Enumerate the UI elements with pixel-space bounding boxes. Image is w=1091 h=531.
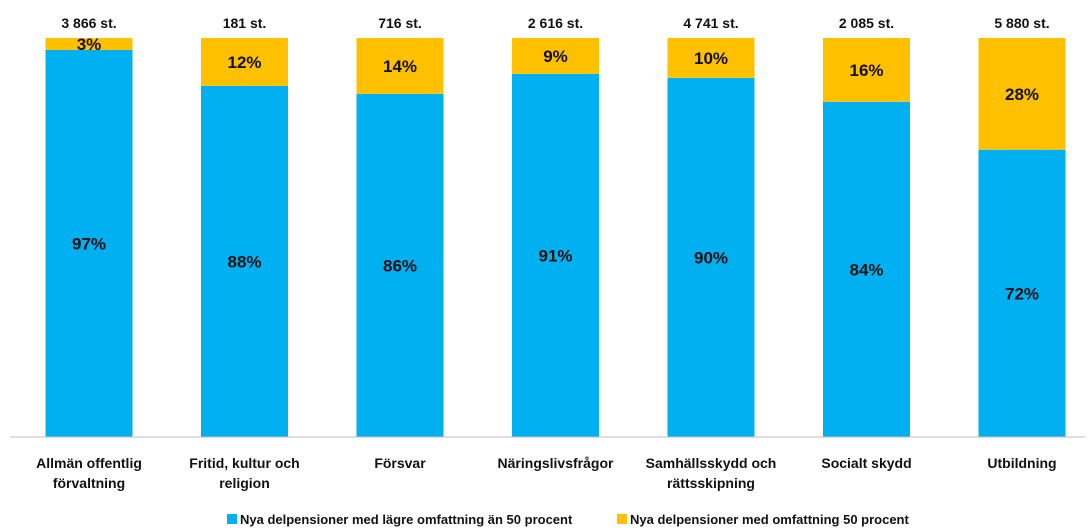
total-label: 2 616 st. bbox=[528, 15, 583, 31]
category-label: rättsskipning bbox=[667, 475, 755, 491]
data-label-lower: 72% bbox=[1005, 284, 1039, 303]
bar-segment-upper bbox=[823, 38, 910, 102]
bar-segment-upper bbox=[201, 38, 288, 86]
category-label: Försvar bbox=[374, 455, 426, 471]
bar-segment-upper bbox=[45, 38, 133, 50]
total-label: 3 866 st. bbox=[61, 15, 116, 31]
data-label-upper: 9% bbox=[543, 47, 568, 66]
total-label: 4 741 st. bbox=[683, 15, 738, 31]
category-label: Socialt skydd bbox=[821, 455, 911, 471]
legend-swatch bbox=[617, 514, 627, 524]
data-label-upper: 12% bbox=[227, 53, 261, 72]
data-label-lower: 88% bbox=[227, 252, 261, 271]
bar-segment-lower bbox=[667, 77, 755, 438]
category-label: Fritid, kultur och bbox=[189, 455, 299, 471]
category-label: Samhällsskydd och bbox=[646, 455, 777, 471]
bar-segment-upper bbox=[667, 38, 755, 78]
total-label: 2 085 st. bbox=[839, 15, 894, 31]
data-label-lower: 86% bbox=[383, 256, 417, 275]
legend-label: Nya delpensioner med lägre omfattning än… bbox=[240, 512, 573, 527]
data-label-upper: 3% bbox=[77, 35, 102, 54]
legend-label: Nya delpensioner med omfattning 50 proce… bbox=[630, 512, 909, 527]
total-label: 716 st. bbox=[378, 15, 422, 31]
legend-swatch bbox=[227, 514, 237, 524]
bar-segment-lower bbox=[356, 93, 444, 438]
bar-segment-upper bbox=[356, 38, 444, 94]
legend: Nya delpensioner med lägre omfattning än… bbox=[227, 512, 909, 527]
data-label-lower: 97% bbox=[72, 234, 106, 253]
category-label: Näringslivsfrågor bbox=[498, 455, 614, 471]
bar-segment-lower bbox=[45, 49, 133, 437]
category-label: förvaltning bbox=[53, 475, 125, 491]
bar-segment-lower bbox=[823, 101, 910, 437]
data-label-lower: 91% bbox=[538, 246, 572, 265]
data-label-upper: 28% bbox=[1005, 85, 1039, 104]
data-label-lower: 90% bbox=[694, 248, 728, 267]
bar-segment-upper bbox=[978, 38, 1066, 150]
total-label: 5 880 st. bbox=[994, 15, 1049, 31]
bar-segment-lower bbox=[201, 85, 288, 437]
category-label: religion bbox=[219, 475, 270, 491]
data-label-upper: 10% bbox=[694, 49, 728, 68]
bar-segment-lower bbox=[512, 73, 599, 437]
total-label: 181 st. bbox=[223, 15, 267, 31]
category-label: Utbildning bbox=[987, 455, 1056, 471]
data-label-upper: 14% bbox=[383, 57, 417, 76]
bar-segment-upper bbox=[512, 38, 599, 74]
data-label-upper: 16% bbox=[849, 61, 883, 80]
data-label-lower: 84% bbox=[849, 260, 883, 279]
category-labels: Allmän offentlig förvaltning Fritid, kultu… bbox=[36, 455, 1056, 491]
bars-group: 97% 3% 3 866 st. 88% 12% 181 st. 86% 14% 716 st.… bbox=[45, 15, 1066, 438]
bar-segment-lower bbox=[978, 149, 1066, 437]
category-label: Allmän offentlig bbox=[36, 455, 142, 471]
